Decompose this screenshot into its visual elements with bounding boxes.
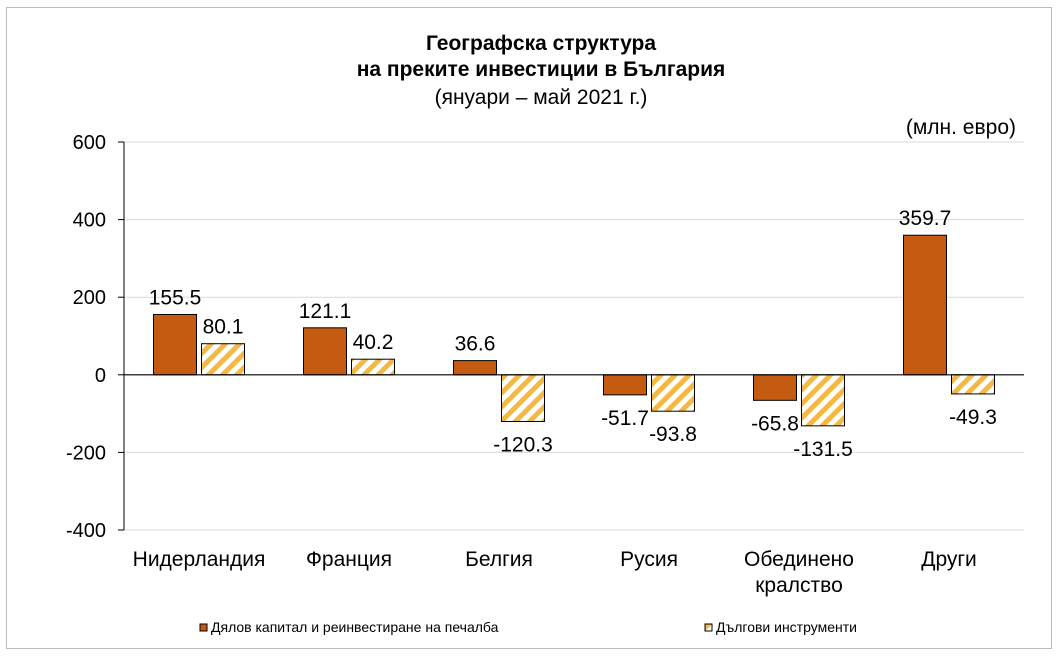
chart-title-line-2: на преките инвестиции в България <box>357 58 726 81</box>
unit-label: (млн. евро) <box>906 116 1016 139</box>
axes: 600 400 200 0 -200 -400 Нидерландия Франция Белг… <box>66 132 1024 597</box>
category-label: Други <box>921 548 977 571</box>
data-label: -49.3 <box>949 406 997 429</box>
bar-equity <box>153 313 197 376</box>
data-label: -93.8 <box>649 423 697 446</box>
bar-debt <box>351 358 395 376</box>
gridlines <box>124 141 1024 531</box>
y-tick-label: -400 <box>66 520 106 542</box>
bar-debt <box>501 374 545 422</box>
bar-equity <box>753 374 797 401</box>
bar-equity <box>453 360 497 376</box>
data-label: 40.2 <box>353 331 394 354</box>
bar-debt <box>951 374 995 395</box>
bar-equity <box>303 327 347 376</box>
chart-title-line-1: Географска структура <box>426 32 656 55</box>
data-label: 36.6 <box>455 333 496 356</box>
chart-subtitle: (януари – май 2021 г.) <box>435 86 648 109</box>
data-label: -51.7 <box>601 407 649 430</box>
category-label: Русия <box>620 548 678 571</box>
data-label: -120.3 <box>493 433 553 456</box>
y-tick-label: -200 <box>66 442 106 464</box>
legend-swatch <box>704 623 713 632</box>
category-label: Белгия <box>465 548 533 571</box>
bar-debt <box>801 374 845 427</box>
category-label: кралство <box>755 574 843 597</box>
data-label: -131.5 <box>793 438 853 461</box>
category-label: Обединено <box>744 548 854 571</box>
y-tick-label: 400 <box>73 210 106 232</box>
data-label: 80.1 <box>203 316 244 339</box>
bar-debt <box>651 374 695 412</box>
y-tick-label: 0 <box>95 365 106 387</box>
legend: Дялов капитал и реинвестиране на печалба… <box>199 619 857 635</box>
legend-swatch <box>199 623 208 632</box>
data-labels: 155.580.1 121.140.2 36.6 -120.3 -51.7-93.8 -6… <box>149 207 997 461</box>
category-label: Франция <box>306 548 392 571</box>
category-label: Нидерландия <box>133 548 266 571</box>
bar-equity <box>603 374 647 396</box>
y-tick-label: 600 <box>73 132 106 154</box>
data-label: -65.8 <box>751 412 799 435</box>
bar-debt <box>201 343 245 376</box>
data-label: 155.5 <box>149 286 202 309</box>
data-label: 359.7 <box>899 207 952 230</box>
bar-equity <box>903 234 947 376</box>
data-label: 121.1 <box>299 300 352 323</box>
legend-label: Дялов капитал и реинвестиране на печалба <box>211 619 499 635</box>
y-tick-label: 200 <box>73 287 106 309</box>
legend-label: Дългови инструменти <box>716 619 857 635</box>
bars <box>153 234 995 427</box>
